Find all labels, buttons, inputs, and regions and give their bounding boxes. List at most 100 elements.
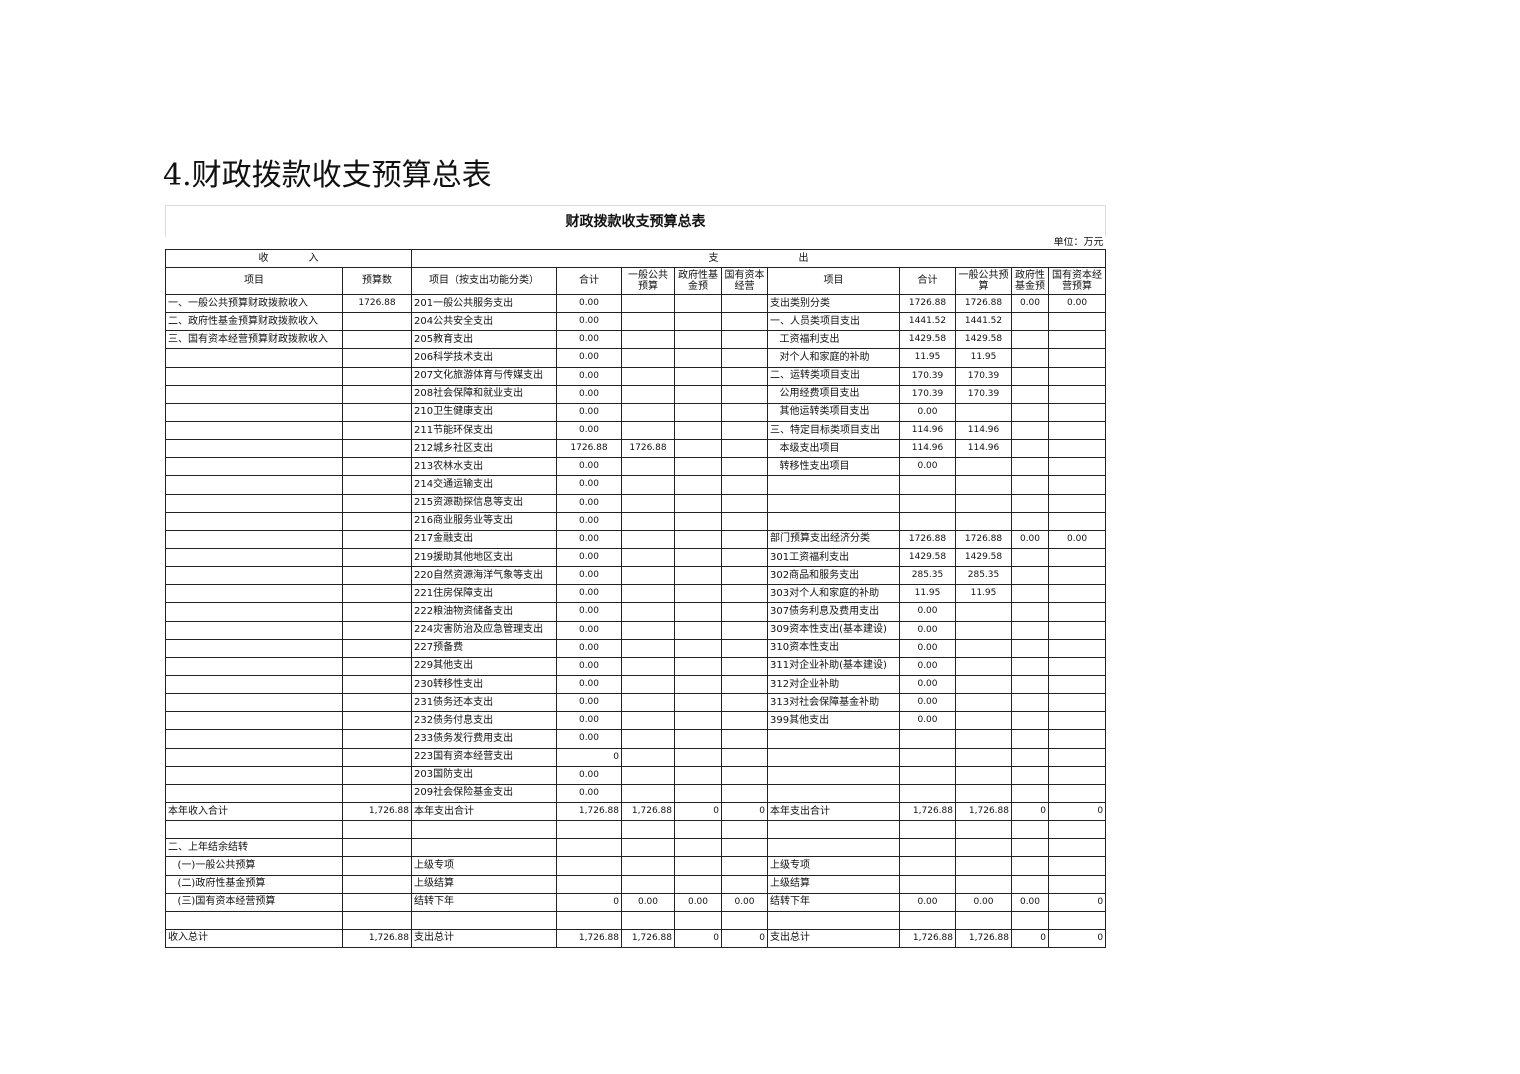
amount-cell xyxy=(721,439,768,459)
item-cell: 213农林水支出 xyxy=(411,457,557,477)
amount-cell xyxy=(342,711,412,731)
item-cell: 230转移性支出 xyxy=(411,674,557,695)
item-cell xyxy=(165,602,343,622)
amount-cell xyxy=(674,293,722,314)
amount-cell xyxy=(1047,511,1107,531)
amount-cell: 1,726.88 xyxy=(556,928,622,949)
amount-cell xyxy=(955,638,1012,658)
column-header: 项目 xyxy=(767,267,900,295)
amount-cell xyxy=(621,838,675,858)
amount-cell xyxy=(674,602,722,622)
amount-cell xyxy=(1011,511,1049,531)
amount-cell: 0.00 xyxy=(556,420,622,441)
item-cell: 223国有资本经营支出 xyxy=(411,747,557,767)
amount-cell: 0.00 xyxy=(556,529,622,549)
table-row: 207文化旅游体育与传媒支出 0.00 二、运转类项目支出 170.39 170.39 xyxy=(165,366,1107,386)
amount-cell: 1726.88 xyxy=(899,529,956,549)
item-cell: 209社会保险基金支出 xyxy=(411,783,557,803)
amount-cell: 0.00 xyxy=(556,566,622,586)
amount-cell xyxy=(342,602,412,622)
amount-cell xyxy=(674,856,722,876)
amount-cell xyxy=(621,457,675,477)
table-row: 209社会保险基金支出 0.00 xyxy=(165,783,1107,803)
amount-cell: 0 xyxy=(721,801,768,822)
amount-cell xyxy=(899,493,956,513)
amount-cell xyxy=(621,584,675,604)
amount-cell xyxy=(556,820,622,840)
amount-cell xyxy=(342,457,412,477)
amount-cell xyxy=(674,566,722,586)
amount-cell xyxy=(955,674,1012,695)
amount-cell xyxy=(342,402,412,422)
amount-cell xyxy=(342,330,412,350)
amount-cell xyxy=(1011,729,1049,749)
item-cell xyxy=(165,765,343,785)
table-row: 214交通运输支出 0.00 xyxy=(165,475,1107,495)
amount-cell: 11.95 xyxy=(955,584,1012,604)
item-cell: (三)国有资本经营预算 xyxy=(165,892,343,912)
item-cell: (一)一般公共预算 xyxy=(165,856,343,876)
amount-cell xyxy=(955,656,1012,676)
amount-cell xyxy=(674,874,722,894)
amount-cell xyxy=(721,638,768,658)
amount-cell xyxy=(621,420,675,441)
item-cell xyxy=(767,838,900,858)
amount-cell xyxy=(1047,566,1107,586)
amount-cell xyxy=(1011,910,1049,930)
amount-cell xyxy=(899,511,956,531)
amount-cell: 114.96 xyxy=(955,439,1012,459)
amount-cell xyxy=(721,693,768,713)
amount-cell xyxy=(1047,874,1107,894)
amount-cell xyxy=(674,493,722,513)
amount-cell: 0.00 xyxy=(899,693,956,713)
amount-cell xyxy=(342,547,412,568)
amount-cell xyxy=(1047,638,1107,658)
amount-cell xyxy=(674,511,722,531)
amount-cell xyxy=(621,910,675,930)
amount-cell xyxy=(721,856,768,876)
amount-cell xyxy=(721,511,768,531)
item-cell: 本级支出项目 xyxy=(767,439,900,459)
item-cell xyxy=(767,783,900,803)
amount-cell xyxy=(721,910,768,930)
amount-cell xyxy=(674,783,722,803)
amount-cell xyxy=(899,856,956,876)
table-row: 233债务发行费用支出 0.00 xyxy=(165,729,1107,749)
amount-cell: 0.00 xyxy=(1047,529,1107,549)
amount-cell: 1726.88 xyxy=(899,293,956,314)
amount-cell xyxy=(721,783,768,803)
amount-cell xyxy=(342,620,412,640)
item-cell xyxy=(767,820,900,840)
item-cell: 结转下年 xyxy=(767,892,900,912)
amount-cell xyxy=(1047,693,1107,713)
column-header: 一般公共预算 xyxy=(621,267,675,295)
item-cell: (二)政府性基金预算 xyxy=(165,874,343,894)
item-cell xyxy=(165,656,343,676)
amount-cell xyxy=(342,511,412,531)
amount-cell xyxy=(674,547,722,568)
amount-cell: 0.00 xyxy=(556,384,622,404)
unit-row: 单位：万元 xyxy=(166,237,1106,250)
table-row: 224灾害防治及应急管理支出 0.00 309资本性支出(基本建设) 0.00 xyxy=(165,620,1107,640)
table-row: 三、国有资本经营预算财政拨款收入 205教育支出 0.00 工资福利支出 1429.5… xyxy=(165,330,1107,350)
item-cell: 222粮油物资储备支出 xyxy=(411,602,557,622)
amount-cell xyxy=(721,384,768,404)
item-cell: 232债务付息支出 xyxy=(411,711,557,731)
amount-cell xyxy=(1047,820,1107,840)
amount-cell: 0.00 xyxy=(899,457,956,477)
amount-cell xyxy=(721,620,768,640)
amount-cell xyxy=(621,638,675,658)
amount-cell xyxy=(1011,674,1049,695)
amount-cell xyxy=(621,293,675,314)
amount-cell: 0.00 xyxy=(899,402,956,422)
amount-cell xyxy=(674,457,722,477)
amount-cell xyxy=(955,475,1012,495)
column-header: 一般公共预算 xyxy=(955,267,1012,295)
amount-cell xyxy=(621,620,675,640)
amount-cell: 0.00 xyxy=(556,656,622,676)
amount-cell xyxy=(955,910,1012,930)
amount-cell: 0.00 xyxy=(899,656,956,676)
amount-cell xyxy=(342,493,412,513)
amount-cell: 170.39 xyxy=(955,366,1012,386)
amount-cell: 170.39 xyxy=(899,384,956,404)
